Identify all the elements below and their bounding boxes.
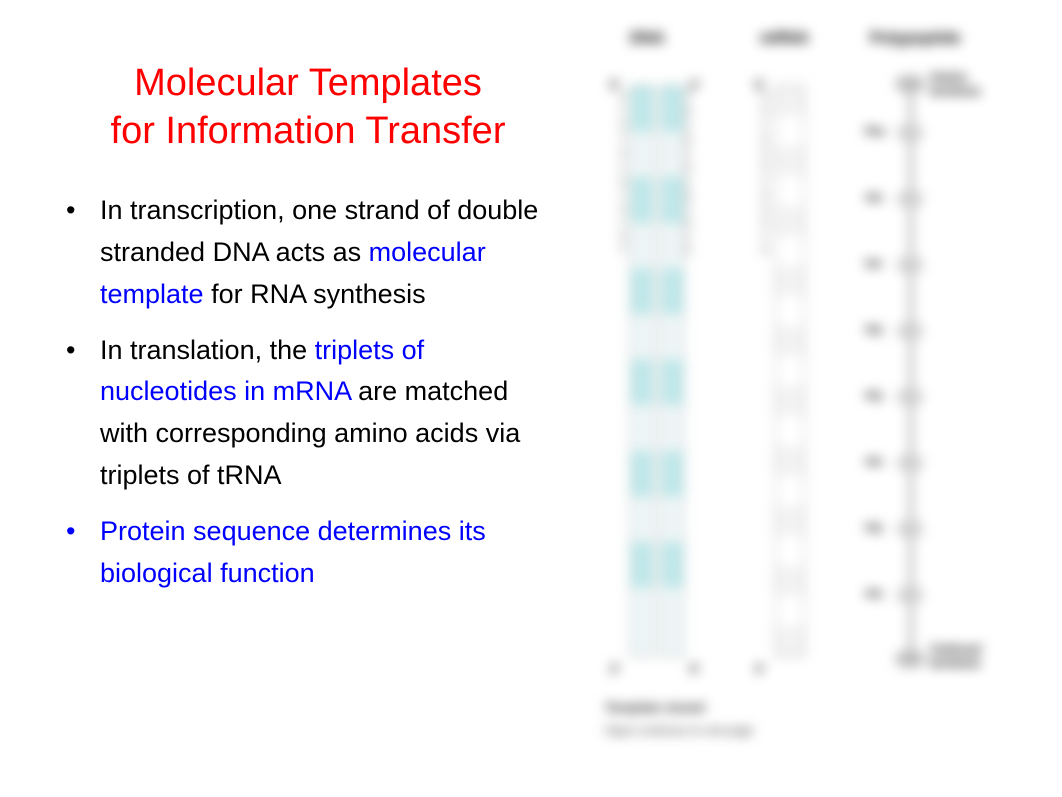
amino-acid-label: Ala (865, 588, 882, 600)
mrna-bases: UGCAUGCAUGCA (762, 90, 768, 258)
polypeptide-cterm-label: Carboxylterminus (930, 642, 981, 670)
amino-acid-blob (897, 521, 923, 537)
figure-blurred: DNA mRNA Polypeptide 5' 3' 5' ACGTACGTAC… (590, 30, 1035, 775)
dna-bases-right: TGCATGCATGCA (685, 90, 691, 258)
dna-3prime-bot: 3' (610, 662, 620, 676)
figure-header-mrna: mRNA (760, 30, 809, 48)
slide: Molecular Templates for Information Tran… (0, 0, 1062, 797)
dna-strand-right (660, 85, 684, 657)
title-line-1: Molecular Templates (58, 60, 558, 108)
polypeptide-nterm-label: Aminoterminus (930, 70, 981, 98)
bullet-item: In translation, the triplets of nucleoti… (58, 330, 558, 497)
figure-header-dna: DNA (630, 30, 665, 48)
amino-acid-blob (897, 455, 923, 471)
polypeptide-backbone (910, 85, 912, 655)
amino-acid-blob (897, 191, 923, 207)
bullet-list: In transcription, one strand of double s… (58, 190, 558, 595)
amino-acid-label: Gly (865, 522, 883, 534)
amino-acid-label: Ala (865, 456, 882, 468)
figure-header-poly: Polypeptide (870, 30, 961, 48)
amino-acid-blob (897, 323, 923, 339)
dna-strand-left (630, 85, 654, 657)
mrna-3prime-bot: 3' (755, 662, 765, 676)
bullet-text-segment: In translation, the (100, 335, 315, 365)
mrna-strand (775, 85, 805, 657)
dna-5prime-top: 5' (610, 78, 620, 92)
figure-caption: Figure continues on next page (605, 725, 753, 737)
dna-bases-left: ACGTACGTACGT (620, 90, 626, 258)
title-line-2: for Information Transfer (58, 108, 558, 156)
bullet-item: Protein sequence determines its biologic… (58, 511, 558, 595)
dna-5prime-bot: 5' (690, 662, 700, 676)
amino-acid-label: Gly (865, 324, 883, 336)
figure-template-strand-label: Template strand (605, 700, 704, 715)
amino-acid-label: Gly (865, 390, 883, 402)
amino-acid-label: Ala (865, 192, 882, 204)
polypeptide-nterm (895, 75, 925, 93)
amino-acid-blob (897, 587, 923, 603)
polypeptide-cterm (895, 650, 925, 668)
amino-acid-label: Ser (865, 258, 883, 270)
bullet-text-segment: Protein sequence determines its biologic… (100, 516, 486, 588)
dna-3prime-top: 3' (690, 78, 700, 92)
amino-acid-blob (897, 389, 923, 405)
amino-acid-label: Phe (865, 126, 885, 138)
bullet-text-segment: for RNA synthesis (204, 279, 426, 309)
text-column: Molecular Templates for Information Tran… (58, 60, 558, 609)
slide-title: Molecular Templates for Information Tran… (58, 60, 558, 155)
bullet-item: In transcription, one strand of double s… (58, 190, 558, 316)
amino-acid-blob (897, 257, 923, 273)
amino-acid-blob (897, 125, 923, 141)
